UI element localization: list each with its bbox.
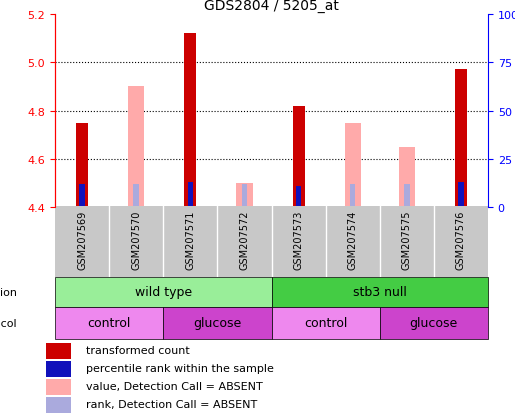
Bar — [45, 397, 71, 413]
Text: genotype/variation: genotype/variation — [0, 287, 17, 297]
Bar — [187, 183, 193, 207]
Text: GSM207573: GSM207573 — [294, 210, 303, 269]
Text: rank, Detection Call = ABSENT: rank, Detection Call = ABSENT — [86, 399, 257, 409]
Bar — [79, 184, 85, 207]
Text: GSM207569: GSM207569 — [77, 210, 87, 269]
Bar — [350, 184, 355, 207]
Text: growth protocol: growth protocol — [0, 318, 17, 328]
Bar — [45, 343, 71, 359]
Bar — [45, 361, 71, 377]
Title: GDS2804 / 5205_at: GDS2804 / 5205_at — [204, 0, 339, 12]
Text: GSM207574: GSM207574 — [348, 210, 358, 269]
Text: stb3 null: stb3 null — [353, 286, 407, 299]
Text: transformed count: transformed count — [86, 345, 190, 355]
Bar — [55, 307, 163, 339]
Bar — [45, 379, 71, 395]
Bar — [404, 184, 409, 207]
Text: glucose: glucose — [193, 317, 242, 330]
Bar — [55, 277, 271, 307]
Bar — [293, 107, 304, 207]
Text: percentile rank within the sample: percentile rank within the sample — [86, 363, 274, 373]
Bar — [399, 147, 415, 207]
Bar — [380, 307, 488, 339]
Bar — [184, 34, 196, 207]
Text: GSM207571: GSM207571 — [185, 210, 195, 269]
Bar — [128, 87, 144, 207]
Text: value, Detection Call = ABSENT: value, Detection Call = ABSENT — [86, 381, 263, 391]
Bar — [458, 183, 464, 207]
Bar — [271, 277, 488, 307]
Bar — [242, 184, 247, 207]
Text: glucose: glucose — [410, 317, 458, 330]
Bar — [271, 307, 380, 339]
Bar — [236, 183, 252, 207]
Bar — [296, 186, 301, 207]
Text: GSM207570: GSM207570 — [131, 210, 141, 269]
Bar — [163, 307, 271, 339]
Text: wild type: wild type — [135, 286, 192, 299]
Text: control: control — [304, 317, 347, 330]
Text: control: control — [88, 317, 131, 330]
Text: GSM207576: GSM207576 — [456, 210, 466, 269]
Text: GSM207572: GSM207572 — [239, 210, 249, 269]
Bar — [133, 184, 139, 207]
Text: GSM207575: GSM207575 — [402, 210, 412, 269]
Bar — [76, 123, 88, 207]
Bar — [455, 70, 467, 207]
Bar — [345, 123, 361, 207]
